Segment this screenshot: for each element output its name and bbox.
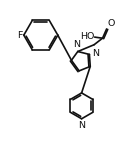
Text: N: N: [78, 121, 85, 130]
Text: O: O: [107, 19, 115, 28]
Text: N: N: [92, 49, 99, 58]
Text: HO: HO: [80, 32, 94, 41]
Text: F: F: [17, 31, 22, 40]
Text: N: N: [74, 40, 81, 49]
